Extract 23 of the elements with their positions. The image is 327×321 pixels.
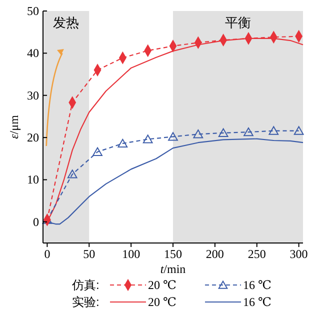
x-tick-label: 200 <box>206 247 224 261</box>
x-tick-label: 0 <box>44 247 50 261</box>
legend-label: 16 ℃ <box>243 295 272 309</box>
y-tick-label: 10 <box>27 172 39 187</box>
x-tick-label: 250 <box>248 247 266 261</box>
x-tick-label: 100 <box>122 247 140 261</box>
text: 实验: <box>72 295 100 309</box>
band-label: 平衡 <box>225 15 251 30</box>
x-tick-label: 150 <box>164 247 182 261</box>
y-tick-label: 50 <box>27 4 39 18</box>
y-tick-label: 0 <box>33 214 39 229</box>
legend-label: 20 ℃ <box>148 278 176 292</box>
y-tick-label: 40 <box>27 46 39 60</box>
legend-label: 20 ℃ <box>148 295 176 309</box>
y-axis-title: ε/μm <box>7 114 21 139</box>
y-tick-label: 20 <box>27 130 39 145</box>
text: 仿真: <box>71 278 100 292</box>
x-tick-label: 300 <box>290 247 308 261</box>
x-tick-label: 50 <box>83 247 96 261</box>
x-axis-title: t/min <box>160 262 186 276</box>
y-tick-label: 30 <box>27 88 39 102</box>
legend-label: 16 ℃ <box>243 278 272 292</box>
band-label: 发热 <box>53 15 80 30</box>
